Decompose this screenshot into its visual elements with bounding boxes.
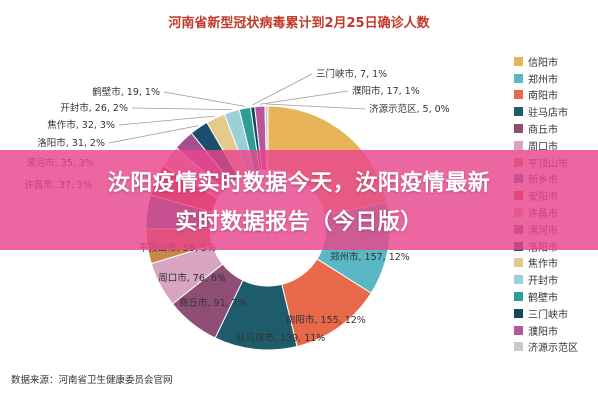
overlay-headline-line1: 汝阳疫情实时数据今天，汝阳疫情最新 — [107, 171, 491, 196]
leader-line-3 — [163, 91, 245, 107]
legend-label: 开封市 — [528, 276, 558, 288]
legend-item-4: 商丘市 — [514, 120, 598, 137]
data-label-0: 三门峡市, 7, 1% — [316, 68, 387, 80]
legend-swatch — [514, 90, 523, 100]
legend-label: 濮阳市 — [528, 326, 558, 338]
source-note: 数据来源：河南省卫生健康委员会官网 — [11, 375, 173, 386]
leader-line-1 — [259, 90, 349, 105]
leader-line-2 — [266, 103, 366, 110]
legend-swatch — [514, 140, 523, 150]
legend-swatch — [514, 342, 523, 352]
chart-title: 河南省新型冠状病毒累计到2月25日确诊人数 — [0, 12, 598, 31]
legend-label: 济源示范区 — [528, 343, 578, 355]
legend-label: 鹤壁市 — [528, 293, 558, 305]
legend-item-17: 济源示范区 — [514, 339, 598, 356]
legend-label: 郑州市 — [528, 74, 558, 86]
data-label-2: 济源示范区, 5, 0% — [369, 103, 450, 115]
legend-label: 周口市 — [528, 141, 558, 153]
data-label-12: 驻马店市, 139, 11% — [236, 332, 325, 344]
legend-item-3: 驻马店市 — [514, 103, 598, 120]
leader-line-5 — [118, 115, 215, 126]
legend-swatch — [514, 258, 523, 268]
legend-item-2: 南阳市 — [514, 87, 598, 104]
legend-label: 驻马店市 — [528, 108, 568, 120]
leader-line-0 — [252, 73, 313, 106]
leader-line-4 — [131, 107, 232, 111]
data-label-14: 郑州市, 157, 12% — [330, 251, 410, 263]
chart-title-part1: 河南省新型冠状病毒 — [168, 16, 286, 31]
data-label-11: 商丘市, 91, 7% — [179, 297, 247, 309]
legend-swatch — [514, 56, 523, 66]
data-label-3: 鹤壁市, 19, 1% — [92, 86, 160, 98]
data-label-4: 开封市, 26, 2% — [60, 102, 128, 114]
legend-label: 三门峡市 — [528, 309, 568, 321]
data-label-5: 焦作市, 32, 3% — [47, 119, 115, 131]
overlay-headline-line2: 实时数据报告（今日版） — [175, 210, 423, 235]
legend-item-5: 周口市 — [514, 137, 598, 154]
data-label-13: 南阳市, 155, 12% — [286, 314, 366, 326]
legend-label: 南阳市 — [528, 91, 558, 103]
data-label-6: 洛阳市, 31, 2% — [37, 137, 105, 149]
legend-item-1: 郑州市 — [514, 70, 598, 87]
legend-swatch — [514, 107, 523, 117]
legend-label: 焦作市 — [528, 259, 558, 271]
overlay-banner — [0, 150, 598, 250]
legend-item-13: 开封市 — [514, 271, 598, 288]
legend-label: 商丘市 — [528, 125, 558, 137]
legend-label: 信阳市 — [528, 57, 558, 69]
legend-swatch — [514, 308, 523, 318]
legend-swatch — [514, 73, 523, 83]
legend-swatch — [514, 325, 523, 335]
legend-swatch — [514, 275, 523, 285]
legend-swatch — [514, 292, 523, 302]
leader-line-6 — [108, 125, 198, 144]
legend-item-15: 三门峡市 — [514, 305, 598, 322]
data-label-10: 周口市, 76, 6% — [158, 272, 226, 284]
legend-item-12: 焦作市 — [514, 255, 598, 272]
legend-swatch — [514, 124, 523, 134]
legend-item-0: 信阳市 — [514, 53, 598, 70]
legend-item-14: 鹤壁市 — [514, 288, 598, 305]
legend-item-16: 濮阳市 — [514, 322, 598, 339]
data-label-1: 濮阳市, 17, 1% — [352, 85, 420, 97]
chart-title-part2: 累计到2月25日确诊人数 — [285, 16, 430, 31]
